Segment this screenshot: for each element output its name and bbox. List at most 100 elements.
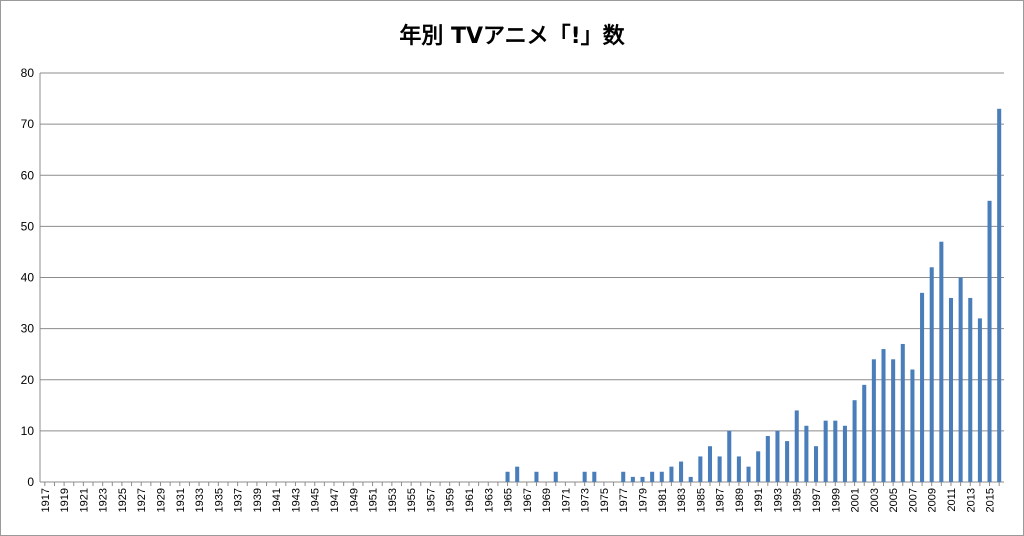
bar <box>814 446 819 482</box>
x-tick-label: 1991 <box>753 488 765 512</box>
x-tick-label: 1931 <box>175 488 187 512</box>
x-tick-label: 1967 <box>522 488 534 512</box>
bar <box>592 471 597 482</box>
bar <box>736 456 741 482</box>
x-tick-label: 1965 <box>503 488 515 512</box>
x-tick-label: 1925 <box>117 488 129 512</box>
bar <box>553 471 558 482</box>
bar <box>621 471 626 482</box>
x-tick-label: 2005 <box>888 488 900 512</box>
bar <box>659 471 664 482</box>
y-tick-label: 20 <box>21 373 35 387</box>
x-tick-label: 1989 <box>734 488 746 512</box>
bar <box>920 292 925 482</box>
bar <box>785 441 790 482</box>
bar <box>698 456 703 482</box>
bar <box>707 446 713 482</box>
bar <box>534 471 539 482</box>
x-tick-label: 1943 <box>290 488 302 512</box>
y-tick-label: 50 <box>21 219 35 233</box>
x-tick-label: 2007 <box>907 488 919 512</box>
y-tick-label: 30 <box>21 322 35 336</box>
bar <box>765 435 770 482</box>
bar <box>505 471 510 482</box>
x-tick-label: 1981 <box>657 488 669 512</box>
x-tick-label: 1969 <box>541 488 553 512</box>
y-tick-label: 60 <box>21 168 35 182</box>
bar <box>997 108 1002 482</box>
x-tick-label: 1939 <box>252 488 264 512</box>
bar <box>881 349 886 482</box>
y-tick-label: 70 <box>21 117 35 131</box>
y-tick-label: 0 <box>27 475 34 489</box>
x-tick-label: 2003 <box>869 488 881 512</box>
x-tick-label: 2011 <box>946 488 958 512</box>
x-tick-label: 1957 <box>425 488 437 512</box>
x-tick-label: 1959 <box>445 488 457 512</box>
bar <box>746 466 751 482</box>
x-tick-label: 2001 <box>850 488 862 512</box>
bar <box>650 471 655 482</box>
x-tick-label: 1949 <box>348 488 360 512</box>
x-tick-label: 1947 <box>329 488 341 512</box>
y-tick-label: 80 <box>21 66 35 80</box>
x-tick-label: 1953 <box>387 488 399 512</box>
x-tick-label: 2009 <box>927 488 939 512</box>
y-tick-label: 40 <box>21 271 35 285</box>
bar <box>727 430 732 483</box>
x-tick-label: 1977 <box>618 488 630 512</box>
bar <box>977 318 982 482</box>
x-tick-label: 1971 <box>560 488 572 512</box>
chart-title: 年別 TVアニメ「!」数 <box>399 24 625 49</box>
bar <box>823 420 828 482</box>
bar <box>630 476 635 482</box>
bar <box>871 359 876 482</box>
bar <box>891 359 896 482</box>
x-tick-label: 1961 <box>464 488 476 512</box>
bar <box>669 466 674 482</box>
x-tick-label: 1923 <box>98 488 110 512</box>
bar <box>804 425 809 482</box>
x-tick-label: 1975 <box>599 488 611 512</box>
bar <box>929 267 934 482</box>
x-tick-label: 1963 <box>483 488 495 512</box>
bar <box>515 466 520 482</box>
x-tick-label: 1935 <box>213 488 225 512</box>
x-tick-label: 1937 <box>233 488 245 512</box>
bar <box>958 277 963 482</box>
bar <box>862 384 867 482</box>
x-tick-label: 1921 <box>78 488 90 512</box>
bar <box>717 456 722 482</box>
x-tick-label: 1951 <box>368 488 380 512</box>
bar <box>968 297 973 482</box>
bar <box>582 471 587 482</box>
x-tick-label: 1973 <box>580 488 592 512</box>
x-tick-label: 1987 <box>715 488 727 512</box>
bar <box>948 297 954 482</box>
x-tick-label: 2015 <box>985 488 997 512</box>
bar <box>688 476 693 482</box>
bar <box>900 343 905 482</box>
bar <box>987 200 992 482</box>
x-tick-label: 1993 <box>772 488 784 512</box>
x-tick-label: 1945 <box>310 488 322 512</box>
y-tick-label: 10 <box>21 424 35 438</box>
x-tick-label: 1979 <box>638 488 650 512</box>
x-tick-label: 1995 <box>792 488 804 512</box>
x-tick-label: 1917 <box>40 488 52 512</box>
bar <box>794 410 799 482</box>
x-tick-label: 2013 <box>965 488 977 512</box>
bar <box>775 430 780 483</box>
bar <box>842 425 847 482</box>
bar <box>852 400 857 482</box>
x-tick-label: 1941 <box>271 488 283 512</box>
bar <box>939 241 944 482</box>
x-tick-label: 1927 <box>136 488 148 512</box>
bar <box>910 369 915 482</box>
x-tick-label: 1983 <box>676 488 688 512</box>
x-tick-label: 1929 <box>156 488 168 512</box>
bar <box>640 476 645 482</box>
x-tick-label: 1997 <box>811 488 823 512</box>
x-tick-label: 1919 <box>59 488 71 512</box>
